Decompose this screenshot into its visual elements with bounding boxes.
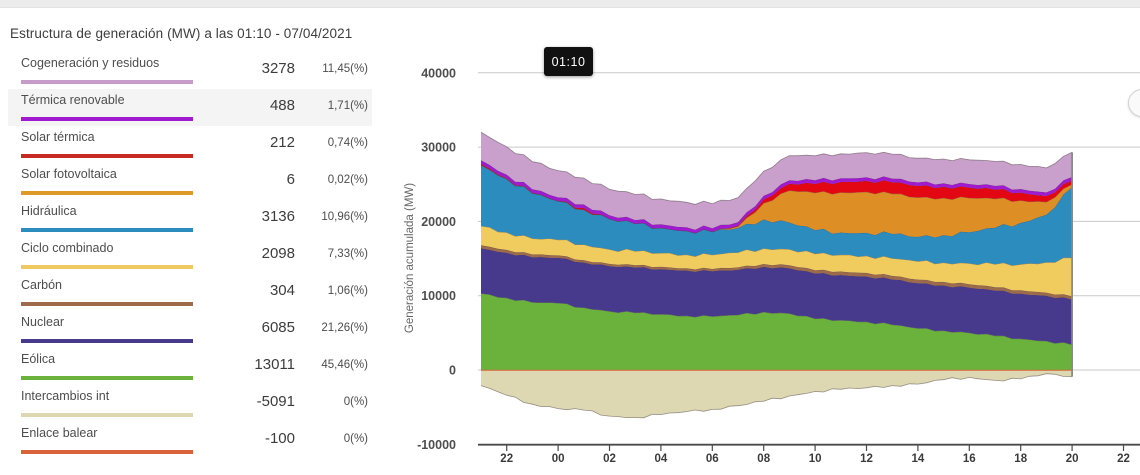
x-axis-tick-label: 12 — [860, 453, 873, 465]
area-hidr-ulica — [481, 165, 1073, 266]
legend-row-value-mw: -5091 — [256, 393, 295, 410]
legend-row-percent: 0,02(%) — [327, 174, 368, 186]
legend-color-bar — [21, 413, 193, 417]
legend-color-bar — [21, 302, 193, 306]
legend-row-value-mw: -100 — [264, 430, 295, 447]
x-axis-tick-label: 06 — [706, 453, 719, 465]
legend-row[interactable]: Ciclo combinado 2098 7,33(%) — [8, 237, 372, 274]
legend-row-percent: 0,74(%) — [327, 137, 368, 149]
x-axis-tick-label: 10 — [809, 453, 822, 465]
legend-row-value-mw: 6 — [286, 171, 295, 188]
x-axis-tick-label: 08 — [757, 453, 770, 465]
legend-color-bar — [21, 265, 193, 269]
x-axis-tick-label: 22 — [1117, 453, 1130, 465]
y-axis-title: Generación acumulada (MW) — [404, 183, 416, 333]
legend-row-value-mw: 2098 — [261, 245, 295, 262]
legend-row-percent: 1,06(%) — [327, 285, 368, 297]
legend-row[interactable]: Térmica renovable 488 1,71(%) — [8, 89, 372, 126]
legend-color-bar — [21, 117, 193, 121]
legend-row[interactable]: Carbón 304 1,06(%) — [8, 274, 372, 311]
legend-row[interactable]: Solar térmica 212 0,74(%) — [8, 126, 372, 163]
legend-row-label: Ciclo combinado — [21, 241, 114, 255]
legend-row-label: Cogeneración y residuos — [21, 56, 160, 70]
x-axis-tick-label: 04 — [655, 453, 668, 465]
svg-text:40000: 40000 — [421, 66, 456, 80]
legend-row-label: Eólica — [21, 352, 56, 366]
legend-color-bar — [21, 228, 193, 232]
generation-legend-table: Cogeneración y residuos 3278 11,45(%) Té… — [8, 52, 372, 459]
legend-row-percent: 7,33(%) — [327, 248, 368, 260]
legend-row-label: Hidráulica — [21, 204, 77, 218]
legend-color-bar — [21, 339, 193, 343]
legend-row-percent: 10,96(%) — [321, 211, 368, 223]
x-axis-tick-label: 22 — [500, 453, 513, 465]
x-axis-tick-label: 18 — [1014, 453, 1027, 465]
area-ciclo-combinado — [481, 226, 1073, 297]
area-solar-t-rmica — [481, 163, 1073, 234]
legend-row-value-mw: 3278 — [261, 60, 295, 77]
legend-color-bar — [21, 80, 193, 84]
x-axis-tick-label: 02 — [603, 453, 616, 465]
legend-row-value-mw: 212 — [269, 134, 295, 151]
legend-row-percent: 21,26(%) — [321, 322, 368, 334]
legend-row[interactable]: Hidráulica 3136 10,96(%) — [8, 200, 372, 237]
legend-row-label: Enlace balear — [21, 426, 98, 440]
x-axis-tick-label: 20 — [1066, 453, 1079, 465]
legend-row-value-mw: 3136 — [261, 208, 295, 225]
legend-row-percent: 45,46(%) — [321, 359, 368, 371]
area-e-lica — [481, 293, 1073, 370]
svg-text:20000: 20000 — [421, 215, 456, 229]
legend-row[interactable]: Intercambios int -5091 0(%) — [8, 385, 372, 422]
area-nuclear — [481, 248, 1073, 345]
legend-row-percent: 1,71(%) — [327, 100, 368, 112]
legend-row[interactable]: Enlace balear -100 0(%) — [8, 422, 372, 459]
legend-row-label: Térmica renovable — [21, 93, 125, 107]
legend-color-bar — [21, 154, 193, 158]
legend-row-label: Nuclear — [21, 315, 65, 329]
legend-row[interactable]: Eólica 13011 45,46(%) — [8, 348, 372, 385]
top-divider-strip — [0, 0, 1140, 8]
legend-row-value-mw: 304 — [269, 282, 295, 299]
legend-row-label: Intercambios int — [21, 389, 110, 403]
x-axis-tick-label: 14 — [912, 453, 925, 465]
svg-text:-10000: -10000 — [417, 438, 456, 452]
area-intercambios-int — [481, 370, 1073, 418]
legend-row[interactable]: Solar fotovoltaica 6 0,02(%) — [8, 163, 372, 200]
legend-row[interactable]: Cogeneración y residuos 3278 11,45(%) — [8, 52, 372, 89]
legend-row-label: Solar fotovoltaica — [21, 167, 117, 181]
legend-color-bar — [21, 450, 193, 454]
svg-text:30000: 30000 — [421, 141, 456, 155]
legend-row-label: Carbón — [21, 278, 62, 292]
svg-text:10000: 10000 — [421, 289, 456, 303]
legend-row-value-mw: 13011 — [254, 356, 295, 373]
legend-row-value-mw: 6085 — [261, 319, 295, 336]
chart-title: Estructura de generación (MW) a las 01:1… — [10, 26, 353, 41]
x-axis-tick-label: 00 — [552, 453, 565, 465]
legend-row-percent: 11,45(%) — [322, 63, 368, 75]
svg-text:0: 0 — [449, 364, 456, 378]
legend-row-percent: 0(%) — [343, 396, 368, 408]
legend-row[interactable]: Nuclear 6085 21,26(%) — [8, 311, 372, 348]
legend-row-percent: 0(%) — [343, 433, 368, 445]
legend-color-bar — [21, 191, 193, 195]
legend-row-value-mw: 488 — [269, 97, 295, 114]
area-cogeneraci-n-y-residuos — [481, 132, 1073, 230]
stacked-area-chart[interactable]: 40000 30000 20000 10000 0 -10000 Generación ac… — [400, 0, 1140, 475]
x-axis-tick-label: 16 — [963, 453, 976, 465]
time-tooltip: 01:10 — [544, 47, 593, 76]
area-solar-fotovoltaica — [481, 165, 1073, 238]
legend-row-label: Solar térmica — [21, 130, 95, 144]
legend-color-bar — [21, 376, 193, 380]
